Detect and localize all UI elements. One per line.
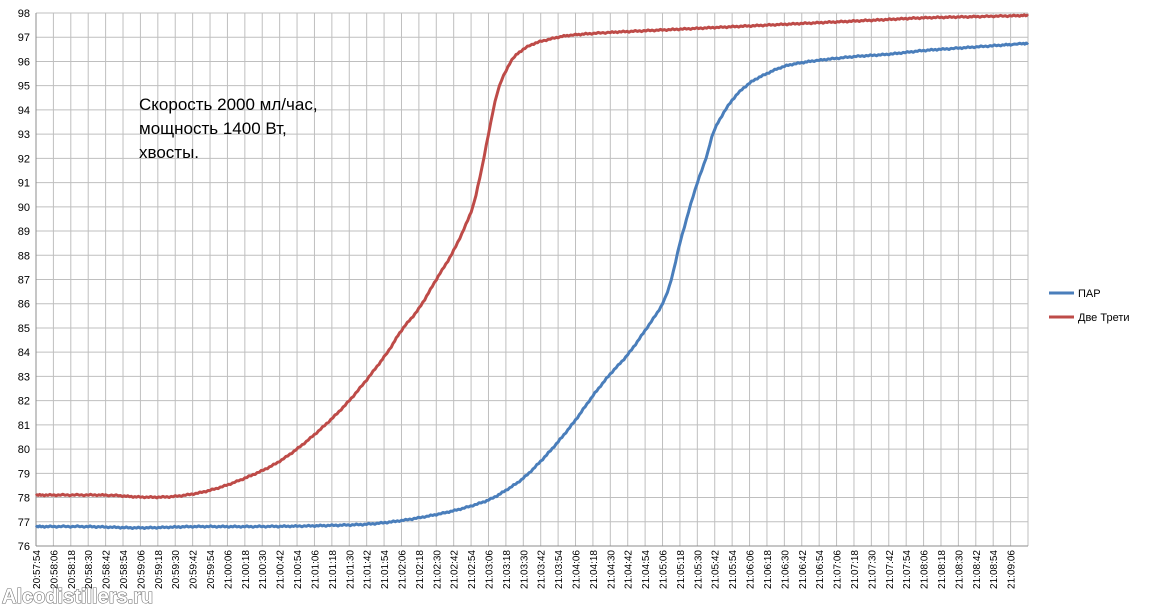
x-tick-label: 21:05:06 bbox=[659, 550, 670, 589]
x-tick-label: 21:07:06 bbox=[833, 550, 844, 589]
y-tick-label: 95 bbox=[18, 81, 30, 93]
x-tick-label: 21:03:42 bbox=[537, 550, 548, 589]
x-tick-label: 21:07:30 bbox=[867, 550, 878, 589]
grid bbox=[35, 12, 1029, 547]
y-tick-label: 92 bbox=[18, 153, 30, 165]
x-tick-label: 21:07:54 bbox=[902, 550, 913, 589]
x-tick-label: 21:05:42 bbox=[711, 550, 722, 589]
annotation-line-2: мощность 1400 Вт, bbox=[139, 119, 287, 138]
x-tick-label: 21:03:30 bbox=[519, 550, 530, 589]
x-tick-label: 21:02:30 bbox=[432, 550, 443, 589]
x-tick-label: 21:05:18 bbox=[676, 550, 687, 589]
x-tick-label: 21:00:18 bbox=[241, 550, 252, 589]
x-tick-label: 20:57:54 bbox=[32, 550, 43, 589]
x-tick-label: 21:06:30 bbox=[780, 550, 791, 589]
legend-label-series-2: Две Трети bbox=[1078, 312, 1130, 324]
annotation-line-3: хвосты. bbox=[139, 143, 199, 162]
annotation-line-1: Скорость 2000 мл/час, bbox=[139, 95, 318, 114]
x-tick-label: 21:06:54 bbox=[815, 550, 826, 589]
y-tick-label: 85 bbox=[18, 323, 30, 335]
y-tick-label: 76 bbox=[18, 541, 30, 553]
y-tick-label: 98 bbox=[18, 8, 30, 20]
x-tick-label: 21:07:18 bbox=[850, 550, 861, 589]
x-tick-label: 21:00:06 bbox=[223, 550, 234, 589]
y-tick-label: 82 bbox=[18, 396, 30, 408]
y-tick-label: 91 bbox=[18, 178, 30, 190]
series-lines bbox=[34, 13, 1030, 530]
x-tick-label: 20:59:42 bbox=[189, 550, 200, 589]
x-tick-label: 21:03:18 bbox=[502, 550, 513, 589]
y-axis-tick-labels: 76 77 78 79 80 81 82 83 84 85 86 87 88 89 90 91 92 93 94 95… bbox=[18, 8, 30, 553]
x-tick-label: 21:00:30 bbox=[258, 550, 269, 589]
x-tick-label: 21:09:06 bbox=[1007, 550, 1018, 589]
x-tick-label: 20:59:54 bbox=[206, 550, 217, 589]
annotation-text: Скорость 2000 мл/час, мощность 1400 Вт, … bbox=[139, 95, 322, 162]
series-line-2 bbox=[34, 13, 1029, 500]
x-tick-label: 21:04:18 bbox=[589, 550, 600, 589]
x-tick-label: 20:58:42 bbox=[102, 550, 113, 589]
x-tick-label: 20:58:06 bbox=[49, 550, 60, 589]
x-tick-label: 21:05:30 bbox=[693, 550, 704, 589]
x-axis-tick-labels: 20:57:54 20:58:06 20:58:18 20:58:30 20:58:42… bbox=[32, 550, 1018, 589]
y-tick-label: 90 bbox=[18, 202, 30, 214]
x-tick-label: 21:02:54 bbox=[467, 550, 478, 589]
x-tick-label: 21:04:54 bbox=[641, 550, 652, 589]
x-tick-label: 21:01:30 bbox=[345, 550, 356, 589]
x-tick-label: 21:04:42 bbox=[624, 550, 635, 589]
x-tick-label: 21:03:06 bbox=[484, 550, 495, 589]
y-tick-label: 83 bbox=[18, 371, 30, 383]
x-tick-label: 21:05:54 bbox=[728, 550, 739, 589]
y-tick-label: 77 bbox=[18, 517, 30, 529]
y-tick-label: 94 bbox=[18, 105, 30, 117]
y-tick-label: 97 bbox=[18, 32, 30, 44]
x-tick-label: 21:02:18 bbox=[415, 550, 426, 589]
y-tick-label: 88 bbox=[18, 250, 30, 262]
y-tick-label: 86 bbox=[18, 299, 30, 311]
y-tick-label: 89 bbox=[18, 226, 30, 238]
series-line-1 bbox=[34, 41, 1030, 530]
x-tick-label: 20:59:06 bbox=[136, 550, 147, 589]
y-tick-label: 96 bbox=[18, 56, 30, 68]
watermark: Alcodistillers.ru bbox=[2, 586, 153, 608]
x-tick-label: 21:02:42 bbox=[450, 550, 461, 589]
x-tick-label: 20:58:18 bbox=[67, 550, 78, 589]
x-tick-label: 21:01:06 bbox=[310, 550, 321, 589]
x-tick-label: 21:08:54 bbox=[989, 550, 1000, 589]
y-tick-label: 80 bbox=[18, 444, 30, 456]
x-tick-label: 21:07:42 bbox=[885, 550, 896, 589]
x-tick-label: 21:02:06 bbox=[397, 550, 408, 589]
x-tick-label: 21:00:42 bbox=[276, 550, 287, 589]
x-tick-label: 20:59:18 bbox=[154, 550, 165, 589]
y-tick-label: 81 bbox=[18, 420, 30, 432]
x-tick-label: 21:06:42 bbox=[798, 550, 809, 589]
x-tick-label: 21:01:42 bbox=[363, 550, 374, 589]
x-tick-label: 21:01:54 bbox=[380, 550, 391, 589]
x-tick-label: 21:06:06 bbox=[746, 550, 757, 589]
x-tick-label: 20:58:54 bbox=[119, 550, 130, 589]
x-tick-label: 21:00:54 bbox=[293, 550, 304, 589]
y-tick-label: 93 bbox=[18, 129, 30, 141]
x-tick-label: 21:06:18 bbox=[763, 550, 774, 589]
x-tick-label: 21:01:18 bbox=[328, 550, 339, 589]
legend-label-series-1: ПАР bbox=[1078, 288, 1101, 300]
x-tick-label: 20:58:30 bbox=[84, 550, 95, 589]
x-tick-label: 21:08:42 bbox=[972, 550, 983, 589]
x-tick-label: 21:04:06 bbox=[572, 550, 583, 589]
x-tick-label: 20:59:30 bbox=[171, 550, 182, 589]
y-tick-label: 78 bbox=[18, 493, 30, 505]
x-tick-label: 21:08:18 bbox=[937, 550, 948, 589]
x-tick-label: 21:08:06 bbox=[920, 550, 931, 589]
x-tick-label: 21:03:54 bbox=[554, 550, 565, 589]
legend: ПАР Две Трети bbox=[1049, 288, 1130, 324]
y-tick-label: 87 bbox=[18, 275, 30, 287]
y-tick-label: 79 bbox=[18, 468, 30, 480]
x-tick-label: 21:08:30 bbox=[954, 550, 965, 589]
y-tick-label: 84 bbox=[18, 347, 30, 359]
x-tick-label: 21:04:30 bbox=[606, 550, 617, 589]
